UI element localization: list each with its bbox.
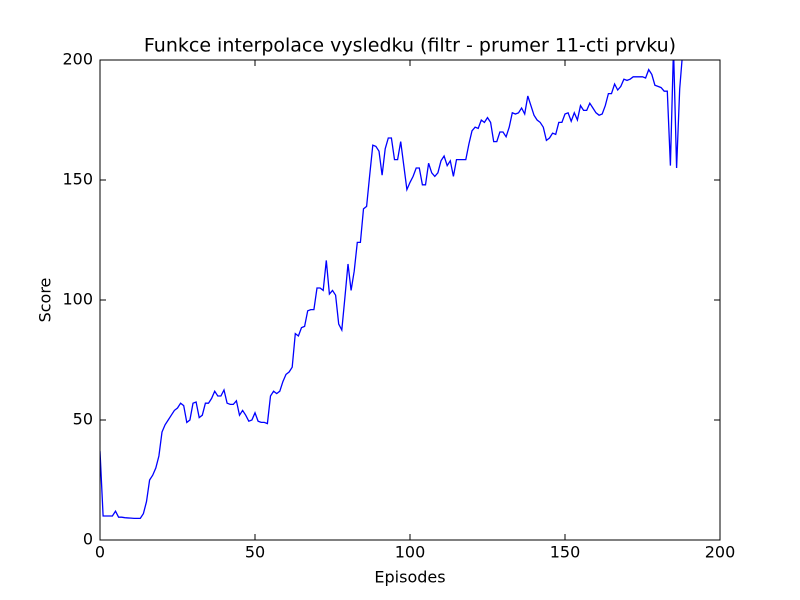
- x-tick-label: 100: [395, 543, 426, 562]
- x-axis-label: Episodes: [374, 568, 445, 587]
- chart-title: Funkce interpolace vysledku (filtr - pru…: [144, 35, 676, 57]
- x-tick-label: 0: [95, 543, 105, 562]
- y-tick-label: 150: [62, 170, 93, 189]
- plot-frame: [99, 59, 721, 541]
- y-tick-label: 0: [83, 530, 93, 549]
- x-tick-label: 50: [245, 543, 265, 562]
- y-tick-label: 50: [73, 410, 93, 429]
- x-tick-label: 200: [705, 543, 736, 562]
- y-tick-label: 200: [62, 50, 93, 69]
- y-tick-label: 100: [62, 290, 93, 309]
- data-line: [100, 60, 683, 520]
- x-tick-label: 150: [550, 543, 581, 562]
- y-axis-label: Score: [36, 278, 55, 323]
